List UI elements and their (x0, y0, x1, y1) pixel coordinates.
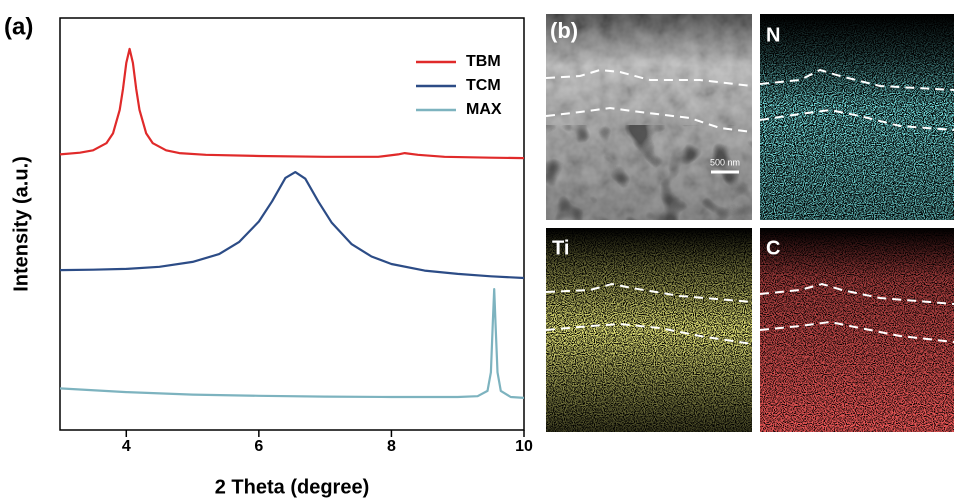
plot-frame (59, 17, 525, 431)
y-axis-label: Intensity (a.u.) (10, 156, 32, 292)
legend-label: TBM (466, 53, 501, 70)
panel-label: (a) (4, 13, 33, 40)
ti-map (545, 228, 753, 432)
series-line (59, 47, 525, 160)
x-tick-label: 6 (254, 438, 263, 455)
map-label: Ti (552, 237, 569, 259)
scale-bar-label: 500 nm (710, 157, 740, 167)
x-axis-label: 2 Theta (degree) (215, 476, 369, 498)
c-map (759, 228, 954, 432)
n-map (759, 14, 954, 220)
x-tick-label: 8 (387, 438, 396, 455)
series-line (59, 171, 525, 280)
panel-label: (b) (550, 18, 578, 43)
map-label: C (766, 237, 780, 259)
legend-label: TCM (466, 77, 501, 94)
map-label: N (766, 24, 780, 46)
x-tick-label: 10 (515, 438, 533, 455)
sem-image (545, 14, 753, 220)
x-tick-label: 4 (122, 438, 131, 455)
series-line (59, 288, 525, 399)
legend-label: MAX (466, 101, 502, 118)
